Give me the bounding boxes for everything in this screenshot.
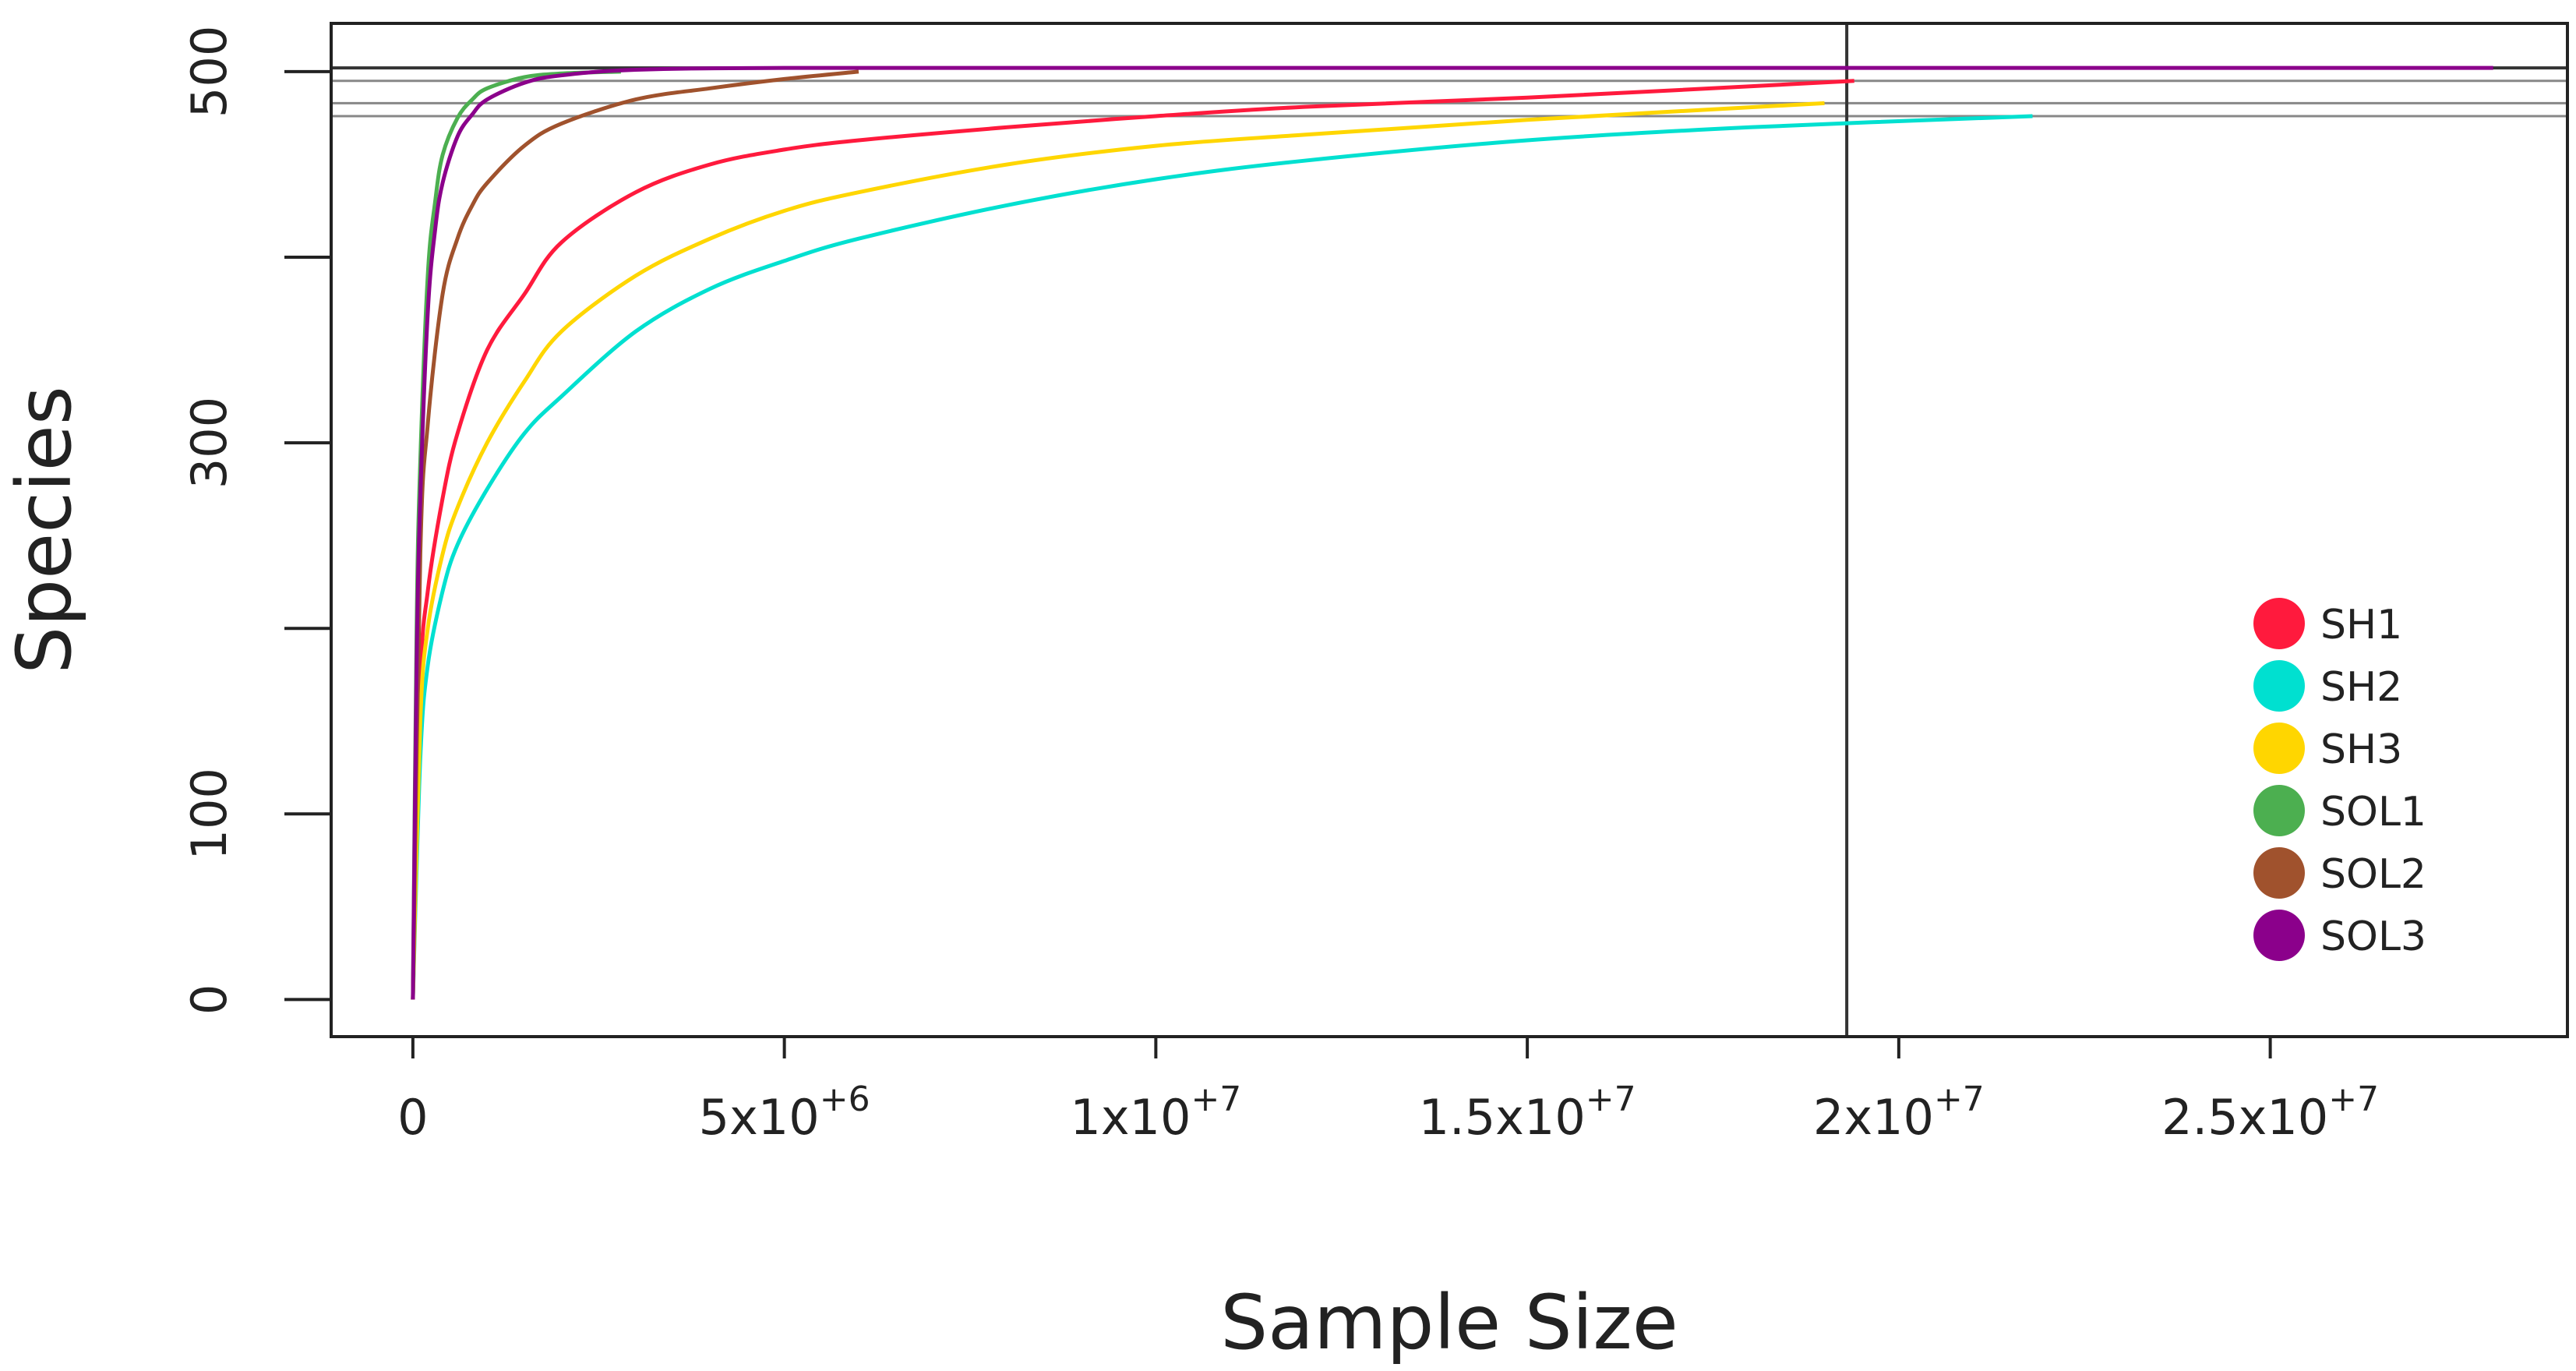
x-tick-label: 2.5x10+7: [2161, 1079, 2379, 1146]
legend-marker-sol2: [2253, 847, 2305, 899]
x-tick-base: 2x10: [1813, 1089, 1934, 1146]
x-tick-base: 5x10: [699, 1089, 820, 1146]
x-tick-exponent: +7: [1191, 1079, 1241, 1119]
series-layer: [411, 65, 2493, 1000]
legend-marker-sh1: [2253, 598, 2305, 649]
y-tick-label: 500: [181, 26, 238, 118]
x-axis-title: Sample Size: [1220, 1279, 1678, 1366]
legend-label-sol3: SOL3: [2320, 913, 2426, 960]
x-tick-label: 1x10+7: [1070, 1079, 1241, 1146]
legend-marker-sol3: [2253, 910, 2305, 961]
legend-label-sh3: SH3: [2320, 726, 2402, 773]
y-tick-label: 100: [181, 768, 238, 860]
y-axis-title: Species: [1, 386, 88, 673]
x-tick-exponent: +7: [1586, 1079, 1636, 1119]
x-tick-base: 1.5x10: [1419, 1089, 1586, 1146]
x-tick-base: 2.5x10: [2161, 1089, 2328, 1146]
series-line-sh1: [411, 79, 1854, 1000]
x-tick-label: 1.5x10+7: [1419, 1079, 1636, 1146]
legend: SH1 SH2 SH3 SOL1 SOL2 SOL3: [2253, 598, 2426, 961]
series-line-sh2: [411, 114, 2033, 1000]
legend-label-sol1: SOL1: [2320, 789, 2426, 836]
x-tick-label: 5x10+6: [699, 1079, 870, 1146]
legend-marker-sol1: [2253, 785, 2305, 836]
x-axis: 0 5x10+6 1x10+7 1.5x10+7 2x10+7 2.5x10+7: [397, 1035, 2379, 1146]
x-tick-label: 2x10+7: [1813, 1079, 1985, 1146]
x-tick-base: 1x10: [1070, 1089, 1191, 1146]
x-tick-exponent: +7: [1934, 1079, 1985, 1119]
legend-label-sh2: SH2: [2320, 664, 2402, 711]
x-tick-exponent: +7: [2328, 1079, 2379, 1119]
y-tick-label: 0: [181, 984, 238, 1015]
x-tick-exponent: +6: [820, 1079, 870, 1119]
series-line-sh3: [411, 101, 1825, 1000]
y-tick-label: 300: [181, 397, 238, 489]
legend-label-sol2: SOL2: [2320, 851, 2426, 898]
legend-label-sh1: SH1: [2320, 602, 2402, 648]
x-tick-label: 0: [397, 1089, 428, 1146]
series-line-sol3: [411, 65, 2493, 1000]
legend-marker-sh2: [2253, 660, 2305, 712]
legend-marker-sh3: [2253, 723, 2305, 774]
y-axis: 0 100 300 500: [181, 26, 333, 1015]
x-tick-base: 0: [397, 1089, 428, 1146]
